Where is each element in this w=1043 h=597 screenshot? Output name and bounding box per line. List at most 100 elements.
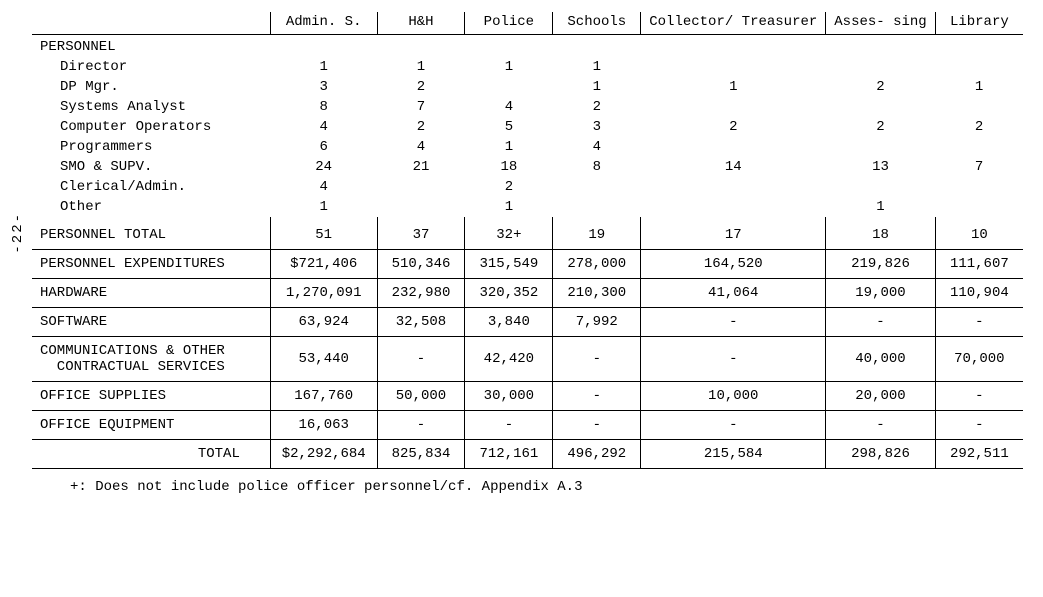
header-row: Admin. S. H&H Police Schools Collector/ …: [32, 12, 1023, 35]
row-label: COMMUNICATIONS & OTHER CONTRACTUAL SERVI…: [32, 337, 270, 382]
cell: 30,000: [465, 382, 553, 411]
cell: [553, 35, 641, 58]
cell: 41,064: [641, 279, 826, 308]
cell: 10,000: [641, 382, 826, 411]
cell: [826, 177, 935, 197]
cell: -: [826, 411, 935, 440]
cell: 712,161: [465, 440, 553, 469]
cell: 4: [465, 97, 553, 117]
cell: 3,840: [465, 308, 553, 337]
cell: [641, 97, 826, 117]
cell: -: [377, 337, 465, 382]
row-label: Clerical/Admin.: [32, 177, 270, 197]
cell: 2: [826, 117, 935, 137]
table-row: Director1111: [32, 57, 1023, 77]
cell: 2: [377, 117, 465, 137]
col-blank: [32, 12, 270, 35]
cell: [553, 197, 641, 217]
cell: 4: [553, 137, 641, 157]
cell: -: [935, 411, 1023, 440]
table-row: DP Mgr.321121: [32, 77, 1023, 97]
cell: 496,292: [553, 440, 641, 469]
cell: 8: [553, 157, 641, 177]
cell: 2: [641, 117, 826, 137]
cell: 51: [270, 217, 377, 250]
cell: -: [826, 308, 935, 337]
cell: 16,063: [270, 411, 377, 440]
cell: 18: [826, 217, 935, 250]
cell: [465, 77, 553, 97]
section-personnel: PERSONNEL: [32, 35, 1023, 58]
cell: [935, 35, 1023, 58]
row-label: DP Mgr.: [32, 77, 270, 97]
cell: 37: [377, 217, 465, 250]
cell: $2,292,684: [270, 440, 377, 469]
cell: 4: [270, 117, 377, 137]
row-label: Computer Operators: [32, 117, 270, 137]
row-label: Director: [32, 57, 270, 77]
cell: 42,420: [465, 337, 553, 382]
cell: 7: [377, 97, 465, 117]
cell: [553, 177, 641, 197]
table-row: Clerical/Admin.4 2: [32, 177, 1023, 197]
cell: 1: [826, 197, 935, 217]
cell: 2: [826, 77, 935, 97]
cell: 1: [465, 197, 553, 217]
cell: [935, 57, 1023, 77]
cell: -: [935, 382, 1023, 411]
cell: [377, 35, 465, 58]
cell: -: [935, 308, 1023, 337]
cell: [826, 97, 935, 117]
cell: 4: [377, 137, 465, 157]
cell: 50,000: [377, 382, 465, 411]
table-row: HARDWARE1,270,091232,980320,352210,30041…: [32, 279, 1023, 308]
cell: 14: [641, 157, 826, 177]
cell: 19,000: [826, 279, 935, 308]
col-police: Police: [465, 12, 553, 35]
cell: 24: [270, 157, 377, 177]
cell: 110,904: [935, 279, 1023, 308]
table-row: SMO & SUPV.242118814137: [32, 157, 1023, 177]
col-admin: Admin. S.: [270, 12, 377, 35]
row-label: PERSONNEL EXPENDITURES: [32, 250, 270, 279]
cell: -: [465, 411, 553, 440]
cell: [826, 57, 935, 77]
table-row: COMMUNICATIONS & OTHER CONTRACTUAL SERVI…: [32, 337, 1023, 382]
cell: 1: [553, 57, 641, 77]
cell: 18: [465, 157, 553, 177]
cell: 1: [935, 77, 1023, 97]
row-label: PERSONNEL TOTAL: [32, 217, 270, 250]
cell: -: [641, 411, 826, 440]
cell: 32,508: [377, 308, 465, 337]
cell: 292,511: [935, 440, 1023, 469]
cell: 63,924: [270, 308, 377, 337]
cell: 1: [270, 197, 377, 217]
cell: 5: [465, 117, 553, 137]
cell: 4: [270, 177, 377, 197]
cell: [641, 197, 826, 217]
table-row: Computer Operators4253222: [32, 117, 1023, 137]
cell: [641, 137, 826, 157]
cell: [270, 35, 377, 58]
cell: -: [377, 411, 465, 440]
cell: 2: [377, 77, 465, 97]
table-row: OFFICE SUPPLIES167,76050,00030,000-10,00…: [32, 382, 1023, 411]
cell: 210,300: [553, 279, 641, 308]
cell: [935, 97, 1023, 117]
cell: -: [553, 382, 641, 411]
cell: 825,834: [377, 440, 465, 469]
row-label: TOTAL: [32, 440, 270, 469]
cell: 32+: [465, 217, 553, 250]
col-schools: Schools: [553, 12, 641, 35]
cell: -: [641, 337, 826, 382]
cell: 7: [935, 157, 1023, 177]
cell: 320,352: [465, 279, 553, 308]
row-label: Systems Analyst: [32, 97, 270, 117]
cell: [826, 137, 935, 157]
cell: 2: [465, 177, 553, 197]
col-library: Library: [935, 12, 1023, 35]
personnel-total-row: PERSONNEL TOTAL513732+19171810: [32, 217, 1023, 250]
cell: 232,980: [377, 279, 465, 308]
col-collector-treasurer: Collector/ Treasurer: [641, 12, 826, 35]
cell: 40,000: [826, 337, 935, 382]
